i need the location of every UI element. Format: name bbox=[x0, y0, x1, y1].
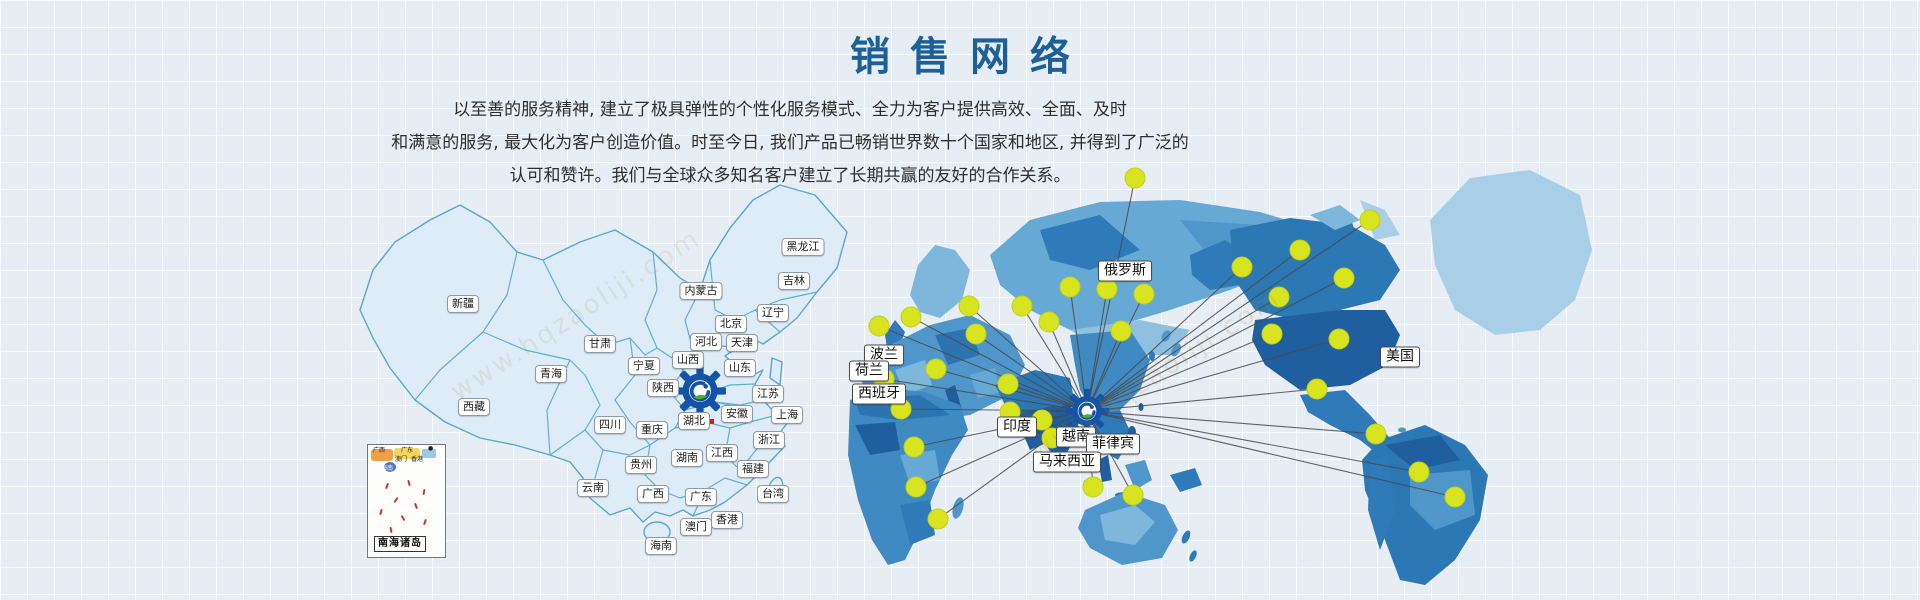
taiwan-island bbox=[766, 476, 784, 504]
india bbox=[1035, 405, 1080, 465]
inset-sea-blob bbox=[422, 449, 436, 458]
inset-islands-mark bbox=[393, 496, 399, 504]
inset-mini-label: 广西 bbox=[373, 447, 386, 454]
inset-hainan-blob bbox=[384, 462, 396, 472]
usa bbox=[1252, 310, 1400, 390]
intro-paragraph: 以至善的服务精神, 建立了极具弹性的个性化服务模式、全力为客户提供高效、全面、及… bbox=[375, 94, 1205, 193]
inset-islands-mark bbox=[400, 514, 406, 522]
intro-line: 认可和赞许。我们与全球众多知名客户建立了长期共赢的友好的合作关系。 bbox=[509, 166, 1071, 186]
inset-islands-mark bbox=[407, 479, 411, 487]
inset-mini-label-hk: ● bbox=[428, 445, 434, 452]
taiwan-w bbox=[1138, 403, 1144, 411]
world-map bbox=[848, 170, 1592, 585]
sumatra bbox=[1083, 479, 1101, 491]
page-title: 销售网络 bbox=[850, 34, 1090, 80]
inset-guangdong-blob bbox=[394, 448, 420, 459]
scandinavia bbox=[910, 245, 970, 318]
africa-south bbox=[900, 500, 935, 545]
inset-mini-label: 海南 bbox=[381, 465, 394, 472]
madagascar bbox=[952, 497, 964, 519]
australia-patch bbox=[1100, 505, 1155, 545]
south-china-sea-inset: 广西 广东 澳门 香港 海南 ● 南海诸岛 bbox=[367, 444, 446, 558]
borneo bbox=[1125, 460, 1152, 490]
malay-peninsula bbox=[1098, 455, 1112, 482]
inset-guangxi-blob bbox=[371, 449, 393, 461]
inset-mini-label: 澳门 bbox=[395, 456, 408, 463]
inset-mini-label: 广东 bbox=[401, 447, 414, 454]
indochina bbox=[1092, 410, 1132, 460]
hainan-island bbox=[643, 521, 671, 543]
china-map bbox=[359, 184, 848, 543]
inset-islands-mark bbox=[422, 488, 426, 496]
inset-mini-map: 广西 广东 澳门 香港 海南 ● bbox=[368, 445, 445, 475]
philippines-1 bbox=[1128, 426, 1136, 438]
inset-islands-mark bbox=[414, 502, 418, 510]
intro-line: 以至善的服务精神, 建立了极具弹性的个性化服务模式、全力为客户提供高效、全面、及… bbox=[453, 100, 1127, 120]
arctic-islands-2 bbox=[1360, 200, 1400, 240]
greenland bbox=[1430, 170, 1592, 335]
new-guinea bbox=[1170, 468, 1202, 492]
inset-islands-mark bbox=[385, 482, 389, 490]
philippines-2 bbox=[1133, 443, 1139, 453]
africa-west bbox=[855, 422, 900, 455]
korea bbox=[1149, 351, 1155, 361]
inset-title: 南海诸岛 bbox=[374, 536, 426, 552]
new-zealand-2 bbox=[1189, 550, 1197, 562]
china-east-asia bbox=[1070, 330, 1150, 415]
inset-mini-label: 香港 bbox=[411, 456, 424, 463]
inset-islands-mark bbox=[379, 508, 383, 516]
new-zealand-1 bbox=[1181, 530, 1191, 544]
korea-peninsula bbox=[769, 357, 783, 386]
inset-islands-mark bbox=[389, 526, 393, 534]
intro-line: 和满意的服务, 最大化为客户创造价值。时至今日, 我们产品已畅销世界数十个国家和… bbox=[391, 133, 1189, 153]
inset-islands-mark bbox=[423, 518, 427, 526]
